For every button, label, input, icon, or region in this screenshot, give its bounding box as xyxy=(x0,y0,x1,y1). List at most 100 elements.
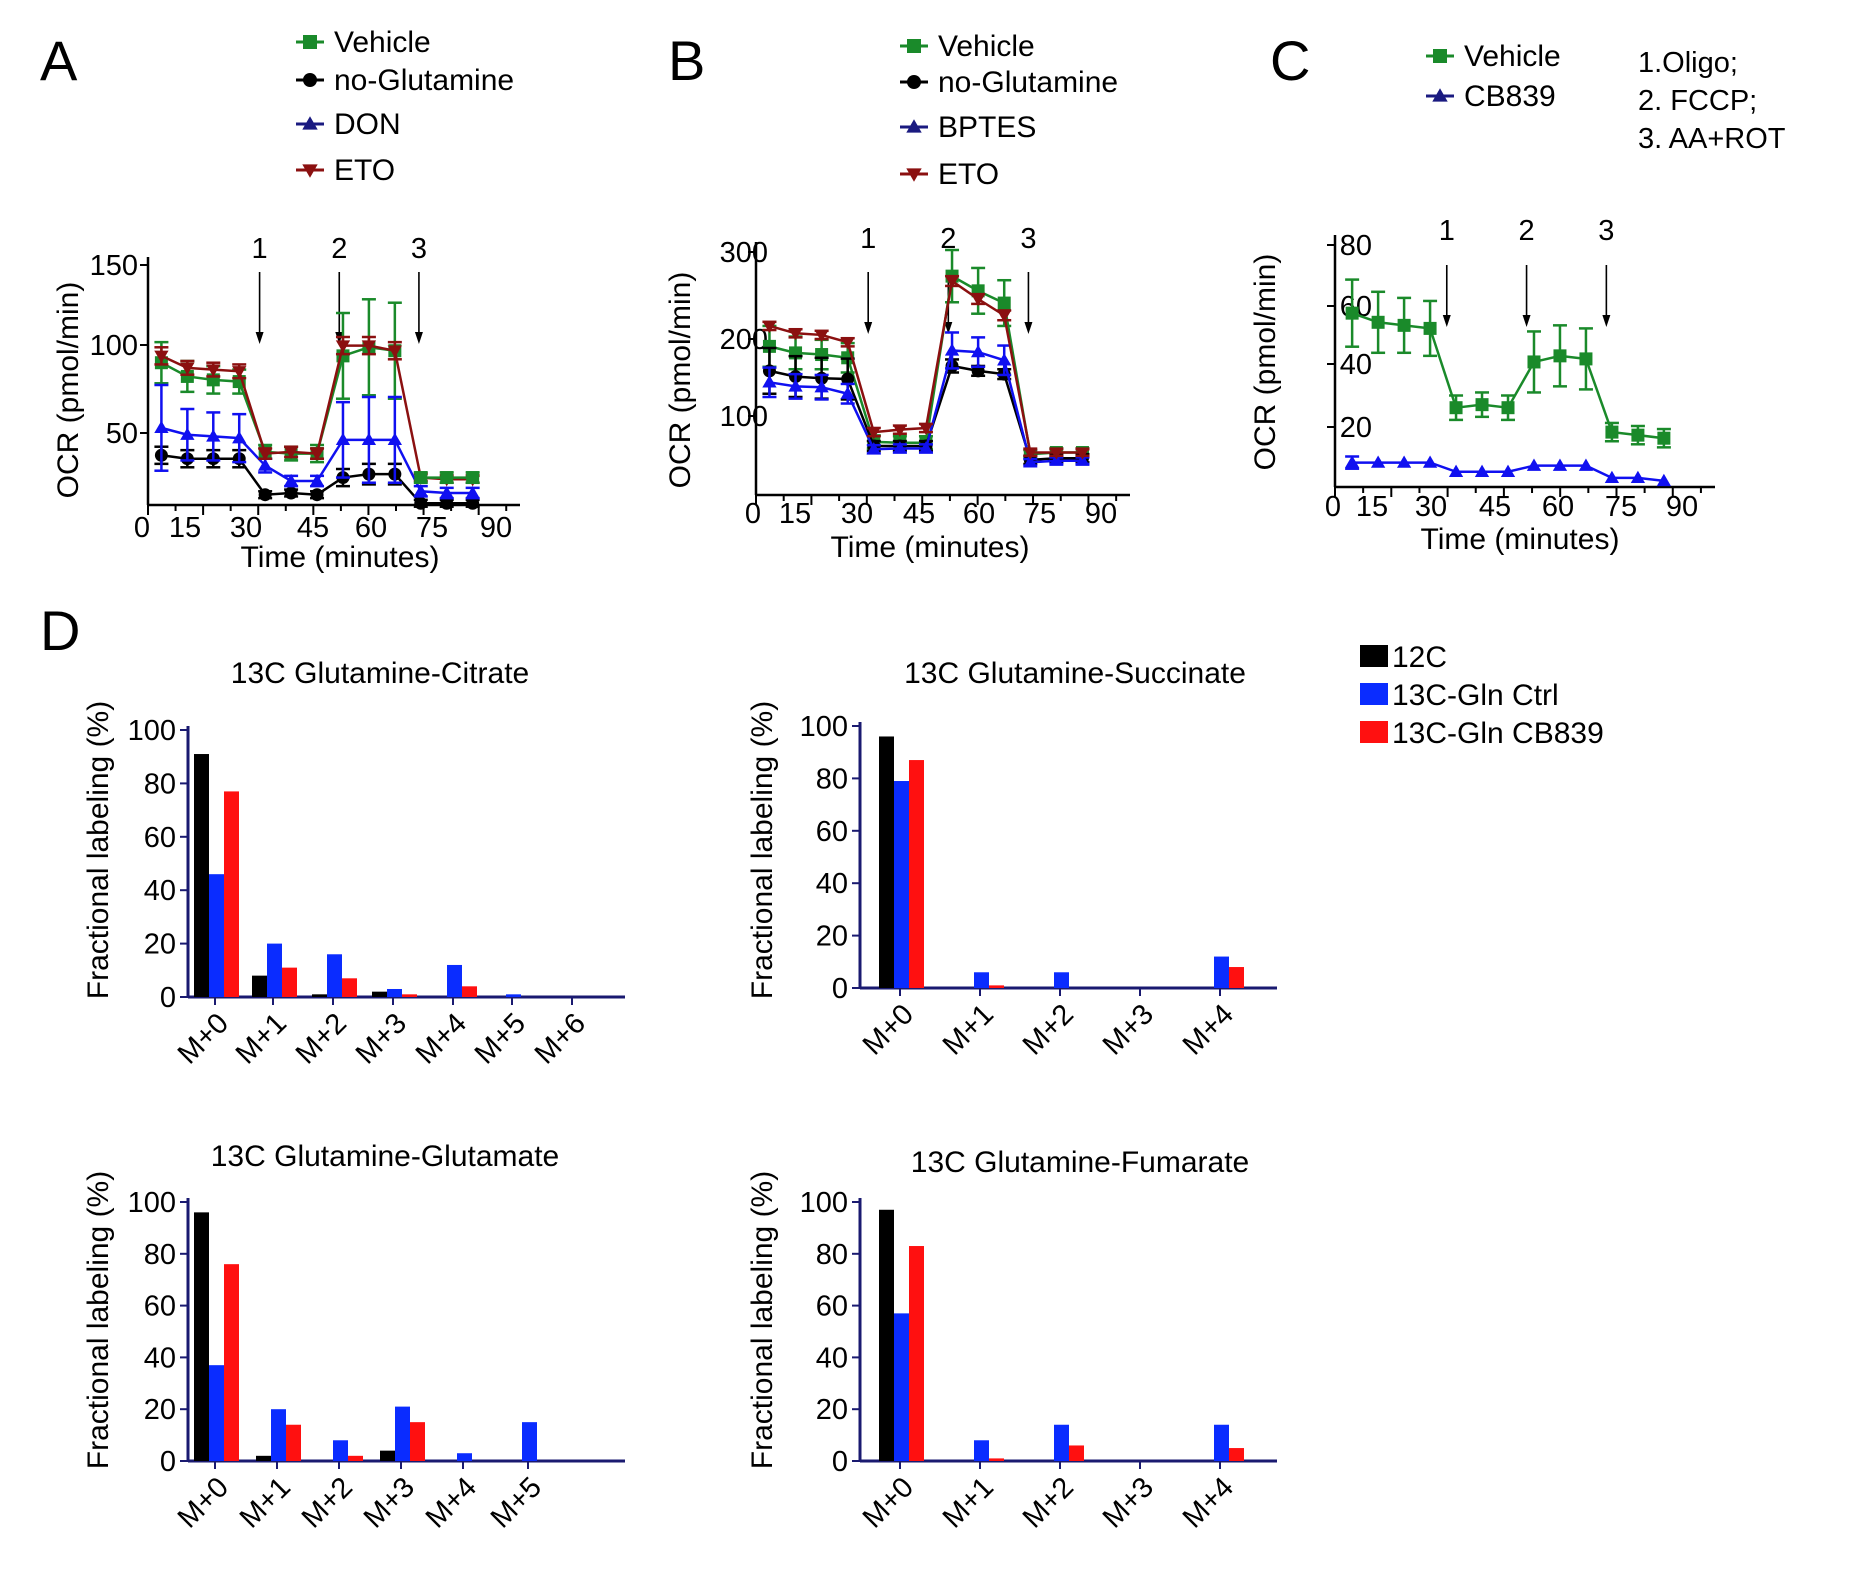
data-point xyxy=(284,486,298,500)
x-tick-label: 0 xyxy=(745,498,761,530)
x-tick-label: 45 xyxy=(297,512,329,544)
y-tick-label: 50 xyxy=(106,418,138,450)
protocol-note: 3. AA+ROT xyxy=(1638,123,1786,155)
bar xyxy=(894,1313,909,1461)
data-point xyxy=(840,386,855,399)
data-point xyxy=(309,473,325,487)
chart-title: 13C Glutamine-Fumarate xyxy=(911,1146,1249,1179)
injection-arrow-head xyxy=(255,332,264,344)
x-tick-label: 75 xyxy=(1605,491,1637,523)
y-tick-label: 100 xyxy=(800,1187,848,1219)
y-tick-label: 80 xyxy=(816,763,848,795)
data-point xyxy=(762,339,776,353)
bar-group xyxy=(194,1212,239,1461)
data-point xyxy=(1370,455,1386,468)
bar xyxy=(410,1422,425,1461)
data-point xyxy=(866,442,881,455)
data-point xyxy=(1657,431,1671,445)
bar xyxy=(522,1422,537,1461)
data-point xyxy=(1344,455,1360,468)
x-tick-label: M+0 xyxy=(172,1471,235,1534)
chart-title: 13C Glutamine-Citrate xyxy=(231,657,529,690)
bar xyxy=(194,1212,209,1461)
legend-marker xyxy=(302,116,318,130)
data-point xyxy=(466,496,480,510)
legend-marker xyxy=(303,73,317,87)
data-point xyxy=(841,372,855,386)
legend-swatch xyxy=(1360,683,1388,705)
bar-group xyxy=(974,1440,1004,1461)
bar xyxy=(271,1409,286,1461)
data-point xyxy=(1552,458,1568,471)
x-tick-label: M+6 xyxy=(529,1007,592,1070)
x-tick-label: M+3 xyxy=(1097,1471,1160,1534)
bar xyxy=(894,781,909,988)
x-tick-label: 45 xyxy=(903,498,935,530)
y-tick-label: 20 xyxy=(144,929,176,961)
chart-title: 13C Glutamine-Glutamate xyxy=(211,1140,560,1173)
injection-label: 3 xyxy=(1020,223,1036,255)
y-tick-label: 100 xyxy=(128,715,176,747)
data-point xyxy=(1474,464,1490,477)
bar xyxy=(209,1365,224,1461)
bar xyxy=(312,994,327,997)
bar xyxy=(286,1424,301,1461)
bar-group xyxy=(1214,956,1244,988)
data-point xyxy=(283,446,299,460)
bar-group xyxy=(333,1440,363,1461)
x-tick-label: 15 xyxy=(1356,491,1388,523)
data-point xyxy=(1049,447,1064,460)
injection-arrow-head xyxy=(414,332,423,344)
bar xyxy=(1214,956,1229,988)
bar xyxy=(1069,1445,1084,1461)
legend-marker xyxy=(303,35,317,49)
series-eto xyxy=(154,335,480,487)
bar xyxy=(1054,972,1069,988)
data-point xyxy=(465,485,480,499)
legend-label: 13C-Gln CB839 xyxy=(1392,717,1604,750)
data-point xyxy=(387,432,402,446)
y-axis-title: OCR (pmol/min) xyxy=(52,282,85,499)
data-point xyxy=(413,484,428,497)
data-point xyxy=(1345,306,1359,320)
data-point xyxy=(1605,425,1619,439)
injection-arrow-head xyxy=(864,322,873,334)
data-point xyxy=(814,380,829,393)
panel-c: C204060800153045607590Time (minutes)OCR … xyxy=(1249,29,1786,556)
bar-group xyxy=(457,1453,472,1461)
x-tick-label: M+5 xyxy=(469,1007,532,1070)
bar xyxy=(1229,1448,1244,1461)
panel-d4: 13C Glutamine-Fumarate 0 20 40 60 80 100 Fracti… xyxy=(746,1146,1277,1534)
data-point xyxy=(283,473,299,487)
y-tick-label: 0 xyxy=(160,982,176,1014)
data-point xyxy=(206,429,221,442)
x-tick-label: 15 xyxy=(779,498,811,530)
bar xyxy=(395,1406,410,1461)
x-tick-label: 60 xyxy=(1542,491,1574,523)
legend-label: Vehicle xyxy=(334,26,431,59)
legend-label: no-Glutamine xyxy=(334,64,514,97)
protocol-note: 1.Oligo; xyxy=(1638,47,1738,79)
data-point xyxy=(1422,455,1438,468)
panel-d1: D 13C Glutamine-Citrate 0 20 40 60 80 100 Fracti… xyxy=(40,599,625,1070)
y-tick-label: 100 xyxy=(128,1187,176,1219)
y-tick-label: 200 xyxy=(720,324,768,356)
data-point xyxy=(1075,447,1090,460)
data-point xyxy=(1526,458,1542,471)
bar-group xyxy=(1054,972,1069,988)
data-point xyxy=(466,471,480,485)
data-point xyxy=(1449,401,1463,415)
data-point xyxy=(997,353,1012,366)
bar xyxy=(909,1246,924,1461)
bar xyxy=(1054,1424,1069,1461)
data-point xyxy=(414,496,428,510)
series-line xyxy=(160,346,396,455)
bar xyxy=(342,978,357,997)
legend-c: Vehicle CB839 xyxy=(1426,40,1561,113)
y-tick-label: 0 xyxy=(832,973,848,1005)
bar-group xyxy=(1214,1424,1244,1461)
data-point xyxy=(1475,398,1489,412)
data-point xyxy=(440,496,454,510)
data-point xyxy=(1423,321,1437,335)
